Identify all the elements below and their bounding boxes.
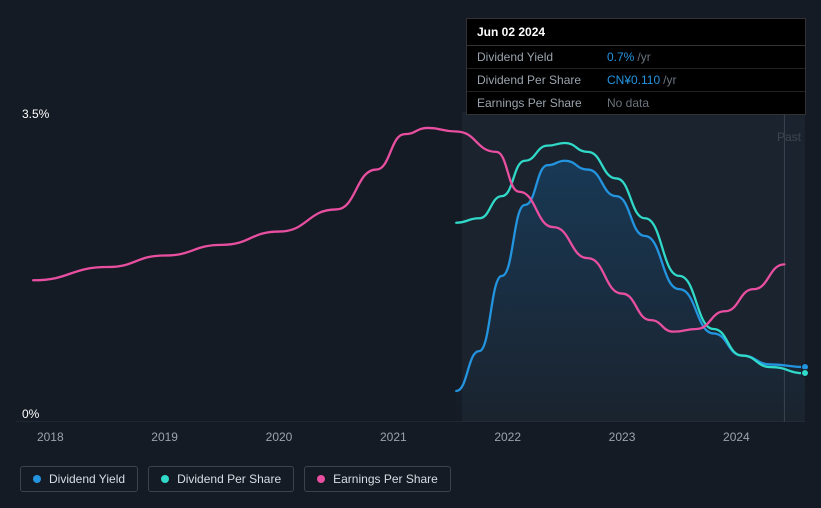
tooltip-row: Dividend Yield 0.7% /yr — [467, 46, 805, 69]
tooltip-label: Dividend Yield — [477, 50, 607, 64]
dividend-chart: Jun 02 2024 Dividend Yield 0.7% /yr Divi… — [0, 0, 821, 508]
chart-legend: Dividend Yield Dividend Per Share Earnings… — [20, 466, 451, 492]
tooltip-label: Earnings Per Share — [477, 96, 607, 110]
tooltip-value: 0.7% — [607, 50, 634, 64]
x-tick: 2022 — [494, 430, 521, 444]
tooltip-date: Jun 02 2024 — [467, 19, 805, 46]
x-tick: 2023 — [609, 430, 636, 444]
tooltip-unit: /yr — [637, 50, 650, 64]
legend-item-earnings-per-share[interactable]: Earnings Per Share — [304, 466, 451, 492]
legend-label: Dividend Yield — [49, 472, 125, 486]
x-tick: 2019 — [151, 430, 178, 444]
legend-dot-icon — [33, 475, 41, 483]
chart-tooltip: Jun 02 2024 Dividend Yield 0.7% /yr Divi… — [466, 18, 806, 115]
legend-label: Dividend Per Share — [177, 472, 281, 486]
x-tick: 2020 — [266, 430, 293, 444]
legend-label: Earnings Per Share — [333, 472, 438, 486]
legend-dot-icon — [317, 475, 325, 483]
x-tick: 2024 — [723, 430, 750, 444]
tooltip-unit: /yr — [663, 73, 676, 87]
tooltip-row: Earnings Per Share No data — [467, 92, 805, 114]
tooltip-value: CN¥0.110 — [607, 73, 660, 87]
tooltip-nodata: No data — [607, 96, 649, 110]
x-tick: 2021 — [380, 430, 407, 444]
plot-area[interactable] — [16, 112, 805, 422]
legend-dot-icon — [161, 475, 169, 483]
legend-item-dividend-yield[interactable]: Dividend Yield — [20, 466, 138, 492]
legend-item-dividend-per-share[interactable]: Dividend Per Share — [148, 466, 294, 492]
tooltip-label: Dividend Per Share — [477, 73, 607, 87]
tooltip-row: Dividend Per Share CN¥0.110 /yr — [467, 69, 805, 92]
x-tick: 2018 — [37, 430, 64, 444]
dividend_per_share-end-dot — [801, 369, 809, 377]
